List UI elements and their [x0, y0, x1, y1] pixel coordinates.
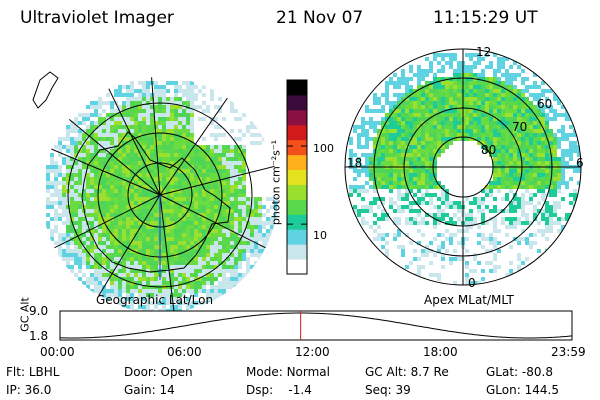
glat-readout: GLat: -80.8 — [486, 365, 553, 379]
seq-value: 39 — [395, 383, 411, 397]
filter-readout: Flt: LBHL — [6, 365, 59, 379]
time-tick-1200: 12:00 — [295, 345, 330, 359]
door-readout: Door: Open — [124, 365, 193, 379]
mode-value: Normal — [286, 365, 330, 379]
mlat-60-label: 60 — [537, 97, 553, 111]
dsp-readout: Dsp: -1.4 — [246, 383, 312, 397]
colorbar-band — [287, 109, 307, 126]
colorbar-band — [287, 199, 307, 215]
gc-alt-value: 8.7 Re — [410, 365, 449, 379]
gain-readout: Gain: 14 — [124, 383, 175, 397]
south-america-coastline — [32, 71, 59, 109]
colorbar-band — [287, 80, 307, 96]
colorbar-unit-label: photon cm⁻²s⁻¹ — [269, 139, 283, 226]
mlat-80-label: 80 — [481, 143, 497, 157]
filter-value: LBHL — [28, 365, 60, 379]
colorbar-band — [287, 94, 307, 111]
time-tick-2359: 23:59 — [551, 345, 586, 359]
gain-value: 14 — [159, 383, 175, 397]
time-tick-0600: 06:00 — [167, 345, 202, 359]
observation-date: 21 Nov 07 — [276, 8, 364, 28]
mlt-18-label: 18 — [347, 156, 363, 170]
time-tick-0000: 00:00 — [40, 345, 75, 359]
dsp-label: Dsp: — [246, 383, 274, 397]
mlt-12-label: 12 — [476, 45, 492, 59]
altitude-curve — [59, 312, 573, 339]
colorbar-band — [287, 184, 307, 200]
ip-label: IP: — [6, 383, 21, 397]
gc-alt-readout: GC Alt: 8.7 Re — [365, 365, 449, 379]
glon-readout: GLon: 144.5 — [486, 383, 559, 397]
observation-time: 11:15:29 UT — [433, 8, 538, 28]
colorbar-band — [287, 124, 307, 141]
colorbar-band — [287, 154, 307, 171]
geographic-caption: Geographic Lat/Lon — [96, 293, 214, 307]
gc-alt-min: 1.8 — [29, 329, 49, 343]
filter-label: Flt: — [6, 365, 25, 379]
glat-label: GLat: — [486, 365, 519, 379]
time-tick-1800: 18:00 — [423, 345, 458, 359]
colorbar — [286, 79, 308, 275]
seq-readout: Seq: 39 — [365, 383, 411, 397]
magnetic-map — [344, 48, 582, 286]
geographic-map — [32, 71, 278, 313]
colorbar-band — [287, 214, 307, 230]
antarctica-coastline — [81, 131, 231, 273]
glon-label: GLon: — [486, 383, 521, 397]
door-label: Door: — [124, 365, 157, 379]
mlat-70-label: 70 — [512, 120, 528, 134]
magnetic-grid — [344, 48, 582, 286]
colorbar-band — [287, 229, 307, 245]
colorbar-band — [287, 139, 307, 156]
mode-label: Mode: — [246, 365, 283, 379]
colorbar-band — [287, 259, 307, 275]
gain-label: Gain: — [124, 383, 156, 397]
colorbar-band — [287, 169, 307, 185]
left-emission-image — [46, 81, 278, 313]
seq-label: Seq: — [365, 383, 392, 397]
mlt-0-label: 0 — [468, 276, 476, 290]
mode-readout: Mode: Normal — [246, 365, 330, 379]
instrument-title: Ultraviolet Imager — [20, 8, 174, 28]
glon-value: 144.5 — [524, 383, 559, 397]
colorbar-band — [287, 244, 307, 260]
door-value: Open — [160, 365, 193, 379]
gc-alt-label: GC Alt: — [365, 365, 407, 379]
ip-value: 36.0 — [24, 383, 52, 397]
colorbar-tick-100: 100 — [313, 142, 334, 155]
magnetic-caption: Apex MLat/MLT — [424, 293, 514, 307]
colorbar-tick-10: 10 — [313, 229, 327, 242]
ip-readout: IP: 36.0 — [6, 383, 51, 397]
dsp-value: -1.4 — [288, 383, 312, 397]
mlt-6-label: 6 — [576, 156, 584, 170]
glat-value: -80.8 — [521, 365, 553, 379]
altitude-strip — [59, 310, 573, 341]
gc-alt-max: 9.0 — [29, 304, 49, 318]
